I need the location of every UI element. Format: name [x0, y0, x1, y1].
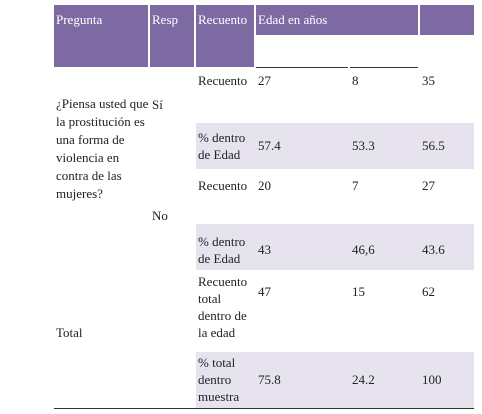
header-cell-pregunta-bg	[54, 5, 148, 67]
header-edad: Edad en años	[258, 12, 328, 27]
no-percent-30mas: 46,6	[352, 242, 375, 257]
si-recuento-30mas: 8	[352, 73, 359, 88]
total-percent-menos29: 75.8	[258, 372, 281, 387]
shaded-row-no-percent	[196, 224, 474, 270]
subheader-col-divider-2	[418, 37, 419, 67]
no-recuento-30mas: 7	[352, 178, 359, 193]
header-resp: Resp	[152, 12, 178, 27]
subheader-underline-menos	[256, 67, 348, 68]
si-recuento-total: 35	[422, 73, 435, 88]
subheader-divider	[256, 35, 420, 36]
total-percent-total: 100	[422, 372, 442, 387]
header-recuento: Recuento	[198, 12, 248, 27]
header-pregunta: Pregunta	[56, 12, 103, 27]
si-percent-30mas: 53.3	[352, 138, 375, 153]
header-cell-resp-bg	[150, 5, 194, 67]
question-text: ¿Piensa usted que la prostitución es una…	[56, 96, 149, 201]
si-recuento-menos29: 27	[258, 73, 271, 88]
no-recuento-menos29: 20	[258, 178, 271, 193]
header-cell-recuento-bg	[196, 5, 254, 67]
total-percent-30mas: 24.2	[352, 372, 375, 387]
total-recuento-label: Recuento total dentro de la edad	[198, 274, 248, 340]
subheader-underline-30	[350, 67, 418, 68]
si-percent-menos29: 57.4	[258, 138, 281, 153]
si-percent-total: 56.5	[422, 138, 445, 153]
header-cell-edad-bg	[256, 5, 418, 35]
total-label: Total	[56, 325, 83, 340]
shaded-row-total-percent	[196, 352, 474, 408]
total-percent-label: % total dentro muestra	[198, 355, 240, 404]
header-30-y-mas: 30 y más	[352, 45, 399, 60]
no-percent-label: % dentro de Edad	[198, 234, 246, 266]
header-total: Total	[422, 45, 449, 60]
resp-si: Sí	[152, 97, 163, 112]
resp-no: No	[152, 208, 168, 223]
si-recuento-label: Recuento	[198, 73, 248, 88]
no-percent-total: 43.6	[422, 242, 445, 257]
total-recuento-total: 62	[422, 284, 435, 299]
header-menos29: Menos de 29	[258, 45, 326, 60]
no-recuento-label: Recuento	[198, 178, 248, 193]
subheader-col-divider-1	[348, 37, 349, 67]
total-recuento-30mas: 15	[352, 284, 365, 299]
header-cell-blank-bg	[420, 5, 474, 35]
shaded-row-si-percent	[196, 123, 474, 169]
si-percent-label: % dentro de Edad	[198, 130, 246, 162]
no-percent-menos29: 43	[258, 242, 271, 257]
table-bottom-border	[54, 408, 474, 409]
total-recuento-menos29: 47	[258, 284, 271, 299]
no-recuento-total: 27	[422, 178, 435, 193]
